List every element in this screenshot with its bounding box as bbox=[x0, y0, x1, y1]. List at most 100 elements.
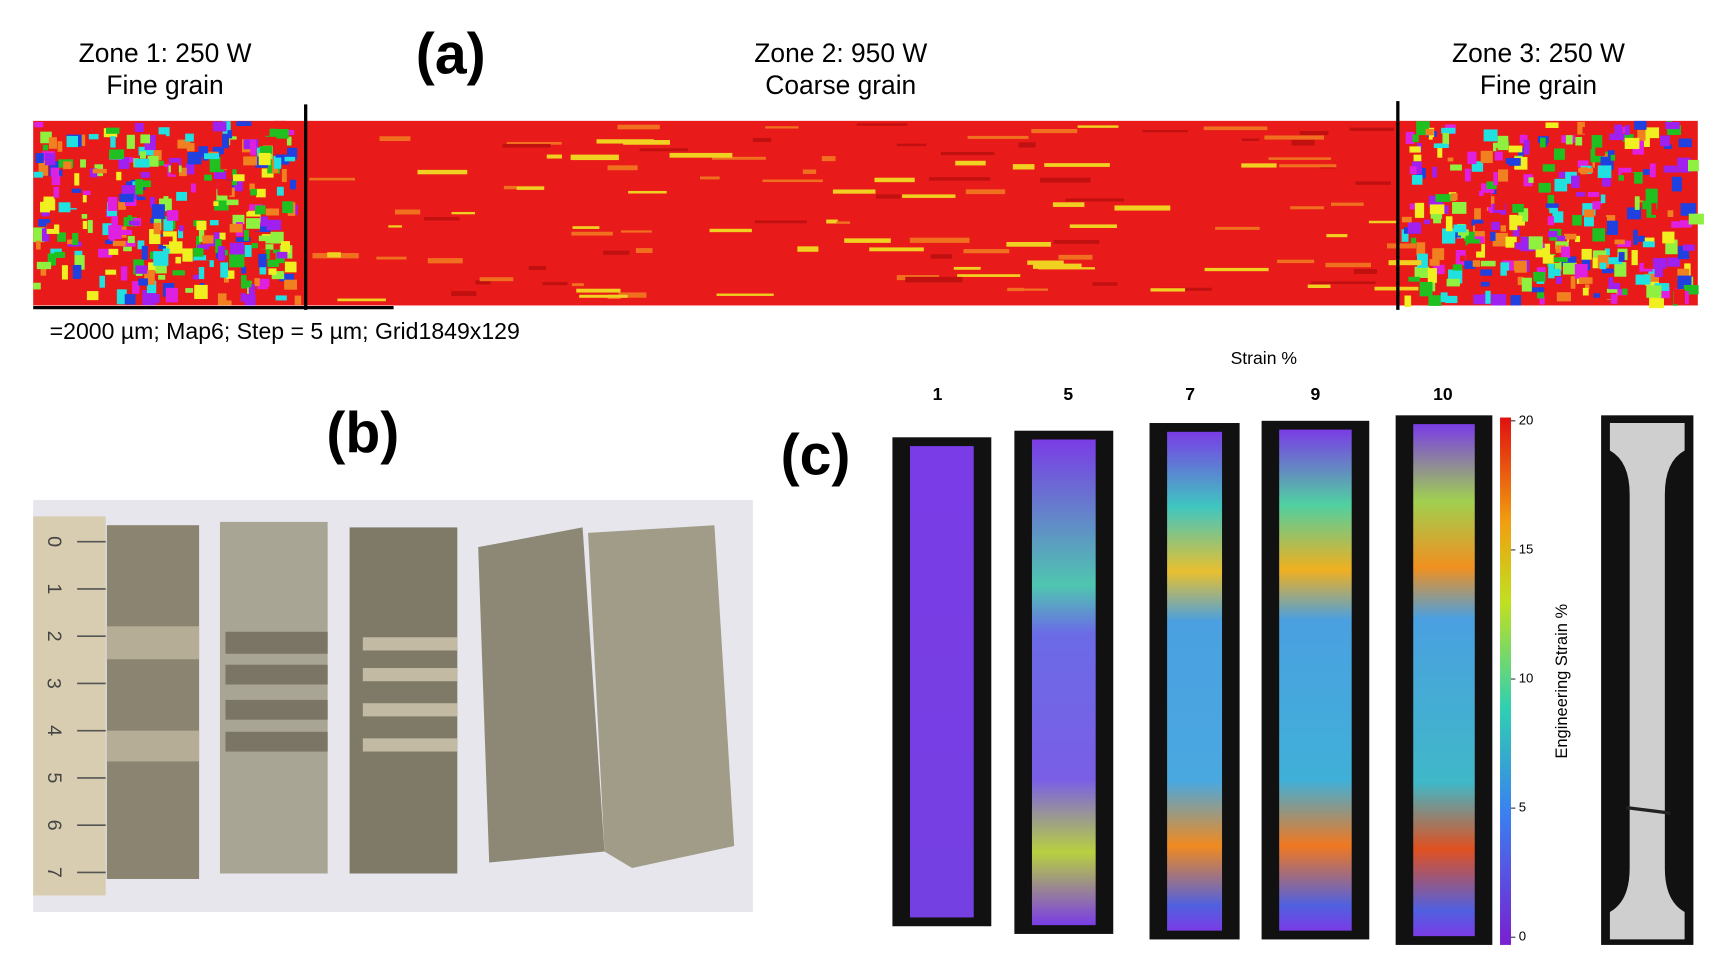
panel-b: (b) 0 1 2 3 4 5 6 7 bbox=[33, 401, 753, 912]
grain bbox=[1607, 150, 1615, 157]
grain bbox=[1547, 216, 1554, 226]
grain bbox=[232, 169, 237, 177]
grain bbox=[1622, 288, 1628, 295]
grain bbox=[1460, 130, 1470, 136]
grain bbox=[1457, 229, 1469, 236]
grain bbox=[876, 194, 901, 199]
grain bbox=[1474, 228, 1485, 244]
grain bbox=[1497, 169, 1509, 182]
grain bbox=[1472, 260, 1481, 267]
grain bbox=[153, 251, 169, 266]
grain bbox=[1494, 151, 1503, 161]
grain bbox=[802, 169, 817, 174]
grain bbox=[1044, 163, 1110, 167]
ruler-label: 1 bbox=[43, 583, 65, 594]
colorbar-tick-label: 0 bbox=[1519, 929, 1526, 944]
strain-field bbox=[1413, 424, 1475, 937]
grain bbox=[158, 127, 170, 137]
grain bbox=[1268, 157, 1331, 160]
ruler-label: 0 bbox=[43, 536, 65, 547]
grain bbox=[232, 214, 245, 224]
grain bbox=[86, 239, 94, 249]
grain bbox=[1401, 216, 1412, 223]
grain bbox=[1053, 240, 1100, 244]
grain bbox=[243, 229, 249, 241]
grain bbox=[257, 241, 266, 250]
grain bbox=[1530, 287, 1545, 293]
grain bbox=[255, 205, 266, 215]
grain bbox=[138, 146, 154, 156]
grain bbox=[92, 168, 107, 174]
zone-subtitle: Fine grain bbox=[106, 70, 223, 100]
grain bbox=[108, 248, 119, 255]
grain bbox=[1500, 243, 1510, 253]
grain bbox=[712, 156, 766, 160]
grain bbox=[1204, 267, 1269, 272]
grain bbox=[286, 136, 292, 146]
grain bbox=[111, 216, 118, 229]
grain bbox=[1505, 236, 1517, 248]
grain bbox=[198, 227, 205, 243]
grain bbox=[128, 220, 140, 226]
grain bbox=[282, 201, 294, 214]
grain bbox=[1519, 134, 1528, 144]
grain bbox=[1614, 262, 1627, 277]
grain bbox=[289, 179, 297, 190]
grain bbox=[1582, 127, 1592, 134]
band bbox=[225, 731, 328, 752]
grain bbox=[1512, 226, 1520, 237]
grain bbox=[1465, 239, 1480, 246]
grain bbox=[112, 240, 126, 247]
grain bbox=[1678, 245, 1690, 260]
grain bbox=[1604, 243, 1610, 256]
grain bbox=[79, 207, 93, 213]
grain bbox=[1683, 285, 1699, 295]
grain bbox=[856, 123, 908, 126]
grain bbox=[1480, 281, 1490, 287]
grain bbox=[1610, 294, 1618, 304]
grain bbox=[1663, 144, 1672, 149]
grain bbox=[1264, 135, 1325, 140]
strain-field bbox=[1031, 439, 1096, 926]
grain bbox=[1445, 295, 1458, 304]
grain bbox=[47, 253, 57, 266]
grain bbox=[163, 219, 173, 231]
grain bbox=[110, 136, 116, 148]
grain bbox=[276, 128, 289, 139]
grain bbox=[1416, 242, 1426, 256]
strain-header: Strain % bbox=[1231, 348, 1297, 368]
grain bbox=[44, 153, 56, 166]
grain bbox=[752, 138, 772, 143]
grain bbox=[379, 136, 411, 142]
grain bbox=[1142, 130, 1188, 133]
grain bbox=[51, 175, 61, 186]
grain bbox=[187, 151, 202, 165]
grain bbox=[1452, 264, 1463, 271]
grain bbox=[1326, 234, 1348, 238]
grain bbox=[1533, 271, 1546, 282]
grain bbox=[1414, 266, 1430, 278]
grain bbox=[40, 131, 52, 144]
grain bbox=[1624, 137, 1640, 149]
grain bbox=[1012, 164, 1035, 170]
grain bbox=[1574, 263, 1588, 279]
grain bbox=[1539, 295, 1545, 305]
grain bbox=[214, 200, 229, 211]
grain bbox=[1515, 242, 1525, 250]
grain bbox=[241, 266, 247, 274]
grain bbox=[1665, 121, 1680, 130]
grain bbox=[1667, 125, 1682, 135]
grain bbox=[1451, 193, 1458, 201]
grain bbox=[152, 134, 166, 146]
grain bbox=[571, 231, 613, 236]
grain bbox=[182, 248, 193, 262]
grain bbox=[1411, 161, 1422, 175]
grain bbox=[265, 249, 271, 260]
grain bbox=[198, 264, 205, 280]
grain bbox=[607, 165, 638, 171]
grain bbox=[1608, 257, 1622, 265]
grain bbox=[1480, 269, 1493, 276]
specimens bbox=[892, 415, 1493, 945]
grain bbox=[158, 274, 166, 280]
grain bbox=[135, 179, 144, 195]
